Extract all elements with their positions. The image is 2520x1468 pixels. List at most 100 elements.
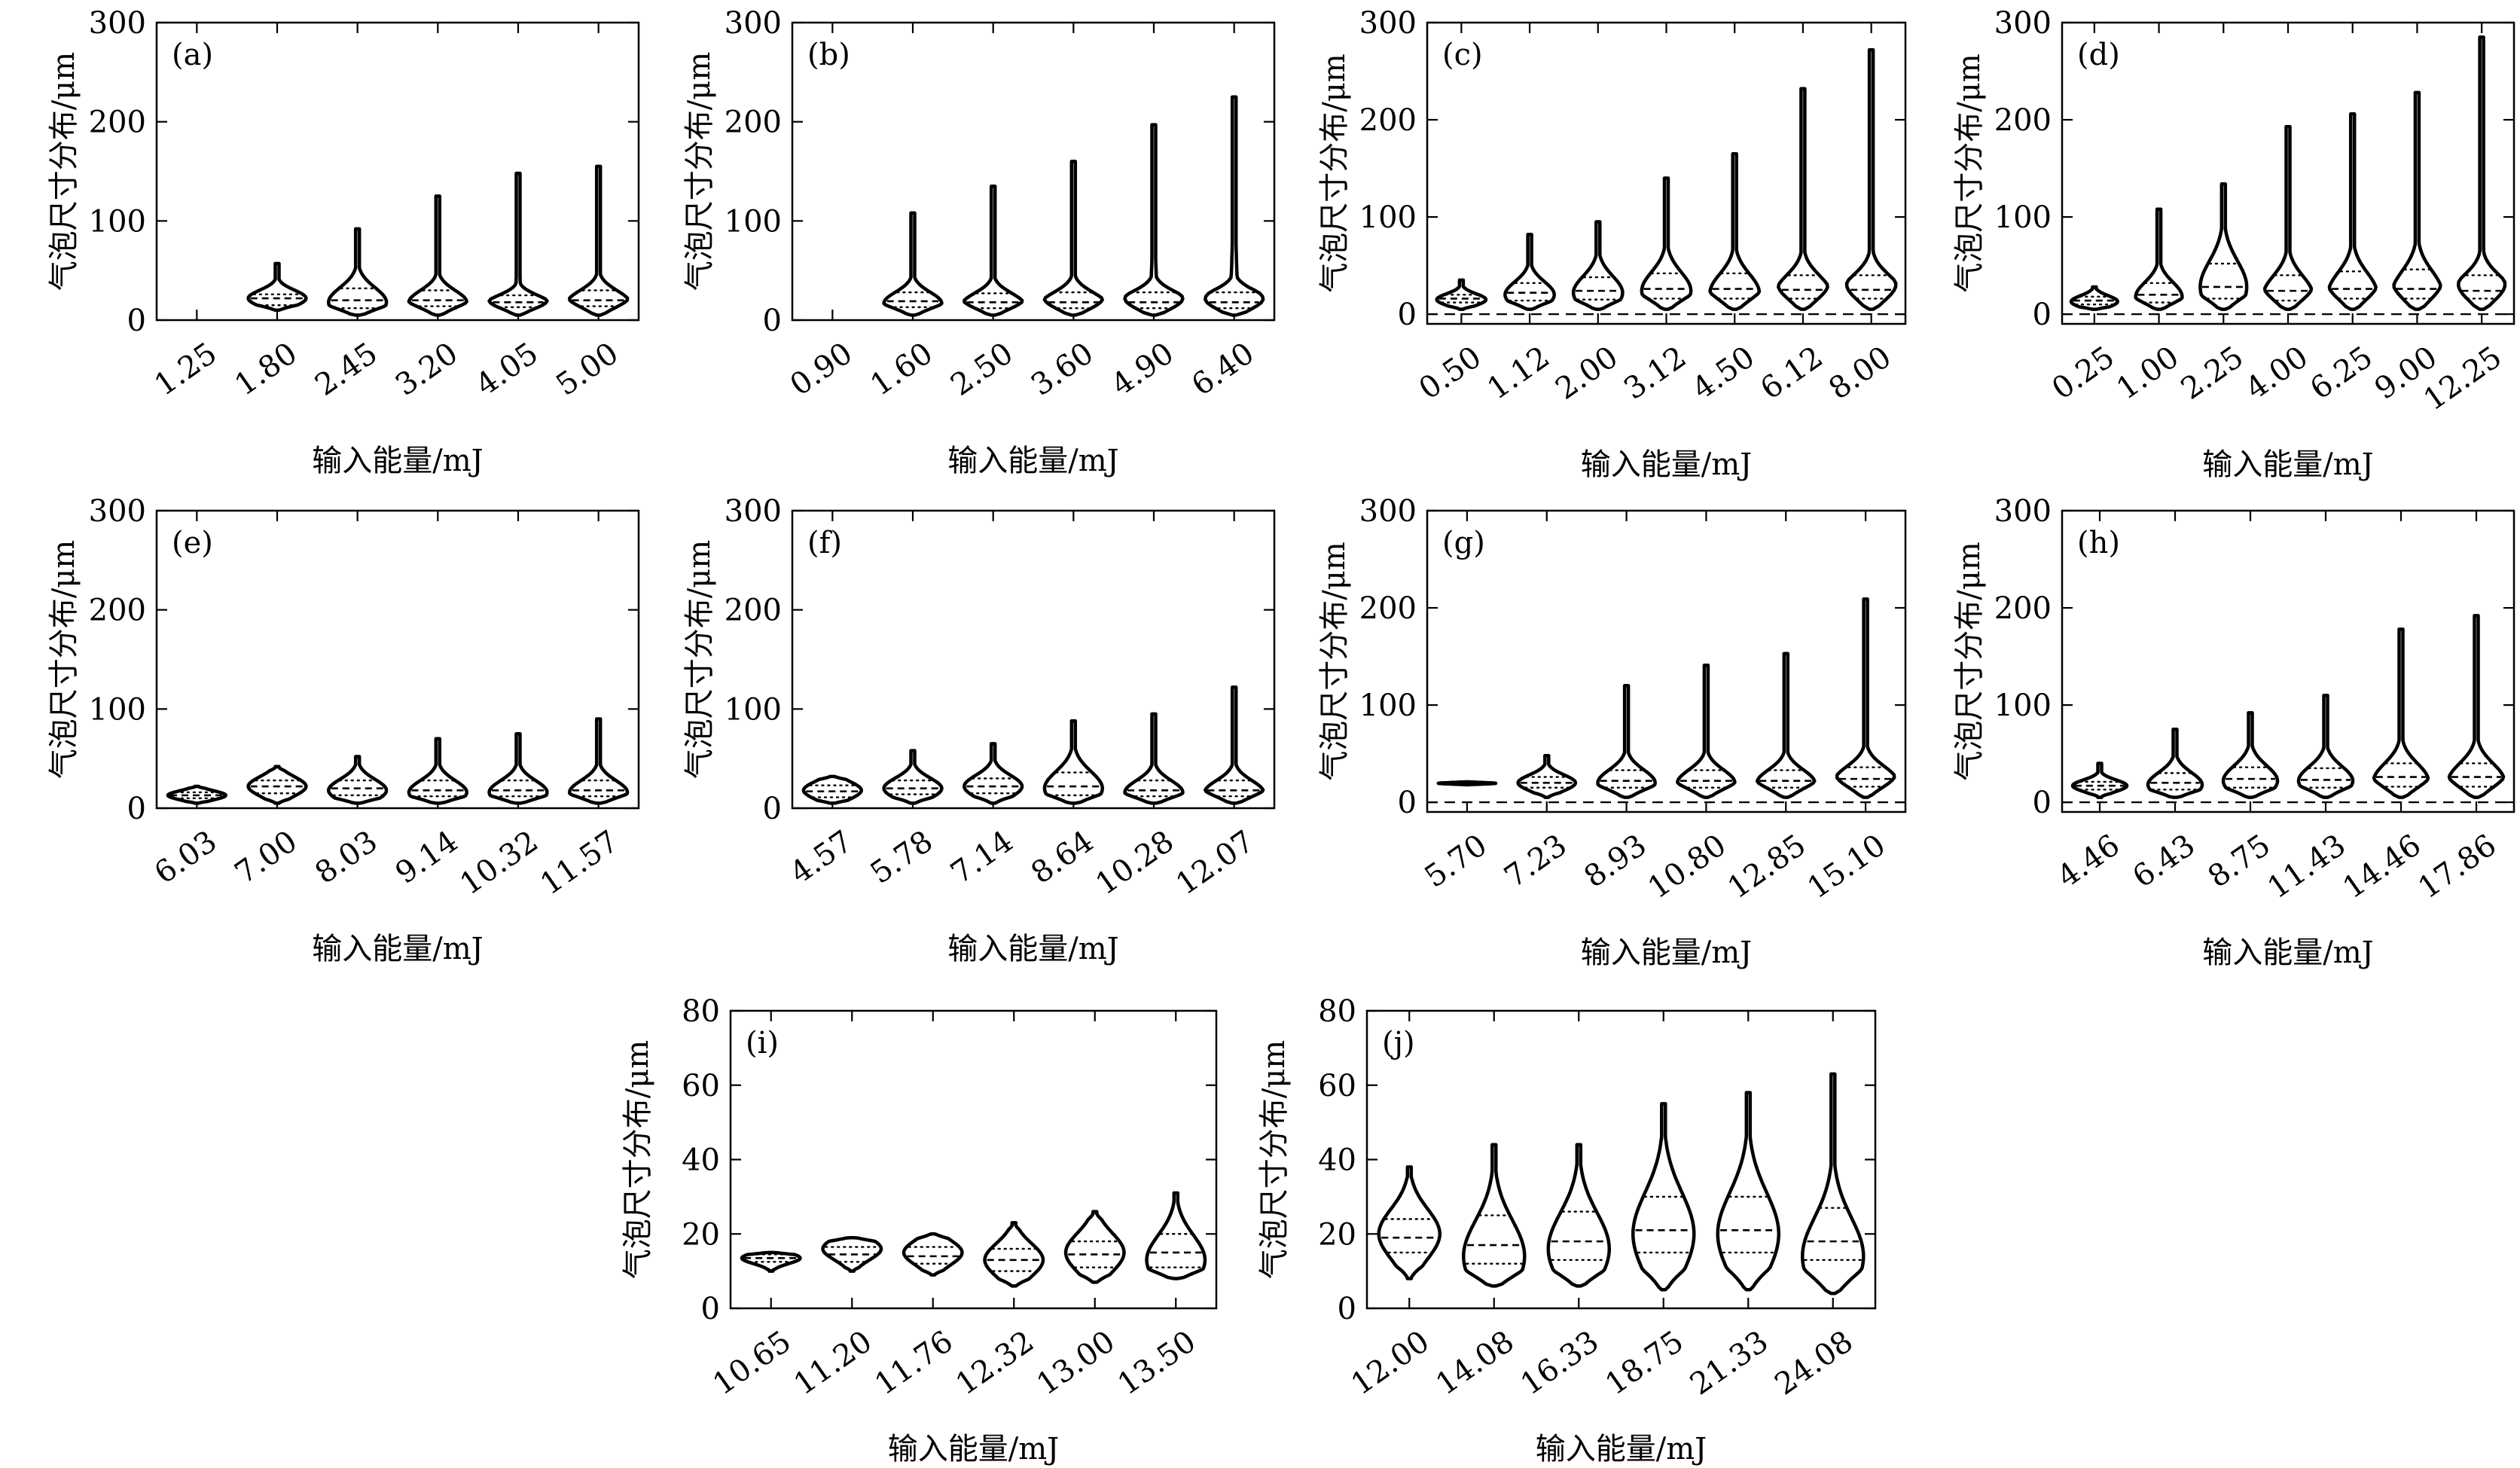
violin <box>2447 614 2506 799</box>
y-tick-label: 20 <box>682 1217 720 1252</box>
x-tick-label: 13.00 <box>1031 1324 1121 1402</box>
y-tick-label: 100 <box>89 692 146 727</box>
y-axis-label: 气泡尺寸分布/μm <box>1317 542 1352 780</box>
violin <box>327 227 389 317</box>
violin <box>1204 95 1265 317</box>
violin <box>2069 285 2119 311</box>
x-axis-label: 输入能量/mJ <box>312 444 483 478</box>
y-axis-label: 气泡尺寸分布/μm <box>1952 53 1987 292</box>
y-tick-label: 0 <box>2033 786 2052 820</box>
x-tick-label: 14.08 <box>1430 1324 1521 1402</box>
panel-c: 0 100 200 300 0.501.122.003.124.506.128.00 (c… <box>1317 6 1907 482</box>
violin <box>166 784 227 805</box>
x-tick-label: 12.32 <box>950 1324 1040 1402</box>
violin <box>1596 684 1657 799</box>
violin-body <box>246 261 308 313</box>
y-tick-label: 0 <box>1398 786 1417 820</box>
violin-body <box>2134 207 2184 311</box>
y-tick-label: 0 <box>763 792 782 826</box>
violin <box>1516 753 1578 799</box>
violin <box>2134 207 2184 311</box>
violin <box>487 732 549 805</box>
y-tick-label: 300 <box>89 494 146 529</box>
violin <box>1777 87 1829 311</box>
x-axis-label: 输入能量/mJ <box>1536 1432 1707 1466</box>
violin <box>246 261 308 313</box>
x-tick-label: 14.46 <box>2337 828 2427 905</box>
violin <box>983 1221 1045 1288</box>
x-tick-label: 6.43 <box>2127 828 2201 895</box>
x-tick-label: 9.14 <box>389 824 464 891</box>
y-tick-label: 100 <box>89 204 146 239</box>
panel-d: 01002003000.251.002.254.006.259.0012.25(… <box>1952 6 2515 482</box>
y-axis-label: 气泡尺寸分布/μm <box>47 52 81 291</box>
violin <box>902 1232 964 1277</box>
violin <box>1835 597 1896 799</box>
violin-body <box>1835 597 1896 799</box>
violin-body <box>1377 1165 1442 1280</box>
x-tick-label: 4.00 <box>2240 340 2314 407</box>
plot-frame <box>2061 509 2515 813</box>
plot-frame <box>1365 1009 1877 1310</box>
violin-body <box>2392 90 2442 311</box>
x-tick-label: 8.75 <box>2202 828 2277 895</box>
x-tick-label: 6.12 <box>1755 340 1829 407</box>
y-axis-label: 气泡尺寸分布/μm <box>1257 1040 1292 1279</box>
y-tick-label: 20 <box>1318 1217 1356 1252</box>
violin-body <box>1571 220 1625 311</box>
x-tick-label: 18.75 <box>1600 1324 1690 1402</box>
violin-body <box>1777 87 1829 311</box>
violin <box>963 742 1024 805</box>
violin-body <box>568 164 630 317</box>
panel-label: (j) <box>1382 1026 1415 1061</box>
violin-body <box>1716 1091 1781 1292</box>
violin-body <box>1640 176 1693 311</box>
x-tick-label: 2.00 <box>1549 340 1624 407</box>
violin-body <box>2296 693 2355 799</box>
panel-b: 0 100 200 300 0.90 1.60 2.50 3.60 4.90 6.40 (b) 气泡尺… <box>682 6 1276 478</box>
violin-body <box>1042 719 1104 805</box>
y-tick-label: 100 <box>725 204 782 239</box>
panel-label: (e) <box>172 526 213 560</box>
violin <box>2221 711 2280 799</box>
violin <box>1042 160 1104 317</box>
violin <box>1503 233 1556 311</box>
violin <box>568 164 630 317</box>
x-tick-label: 0.25 <box>2046 340 2120 407</box>
y-tick-label: 80 <box>682 994 720 1029</box>
x-tick-label: 0.50 <box>1413 340 1487 407</box>
violin <box>1708 151 1762 311</box>
violin <box>2457 35 2507 311</box>
y-tick-label: 300 <box>1994 6 2052 41</box>
violin-body <box>2327 112 2378 311</box>
panel-label: (h) <box>2077 526 2120 560</box>
x-axis-label: 输入能量/mJ <box>2202 447 2373 482</box>
plot-frame <box>791 509 1276 810</box>
y-tick-label: 40 <box>1318 1143 1356 1178</box>
x-tick-label: 1.60 <box>865 336 939 403</box>
x-tick-label: 7.23 <box>1498 828 1573 895</box>
x-tick-label: 6.25 <box>2304 340 2378 407</box>
violin-body <box>963 185 1024 317</box>
violin <box>2392 90 2442 311</box>
x-tick-label: 7.14 <box>944 824 1019 891</box>
y-tick-label: 60 <box>1318 1069 1356 1103</box>
violin <box>882 749 944 805</box>
y-tick-label: 300 <box>1359 6 1417 41</box>
violin-body <box>963 742 1024 805</box>
x-tick-label: 6.40 <box>1185 336 1260 403</box>
violin-body <box>2070 761 2129 799</box>
y-tick-label: 200 <box>1359 103 1417 138</box>
violin-body <box>1755 652 1817 799</box>
y-tick-label: 300 <box>725 6 782 41</box>
violin-body <box>1063 1210 1126 1284</box>
panel-label: (f) <box>807 526 842 560</box>
y-tick-label: 200 <box>1994 591 2052 626</box>
violin-body <box>2447 614 2506 799</box>
violin <box>2070 761 2129 799</box>
violin <box>801 774 863 805</box>
violin <box>1123 712 1185 805</box>
